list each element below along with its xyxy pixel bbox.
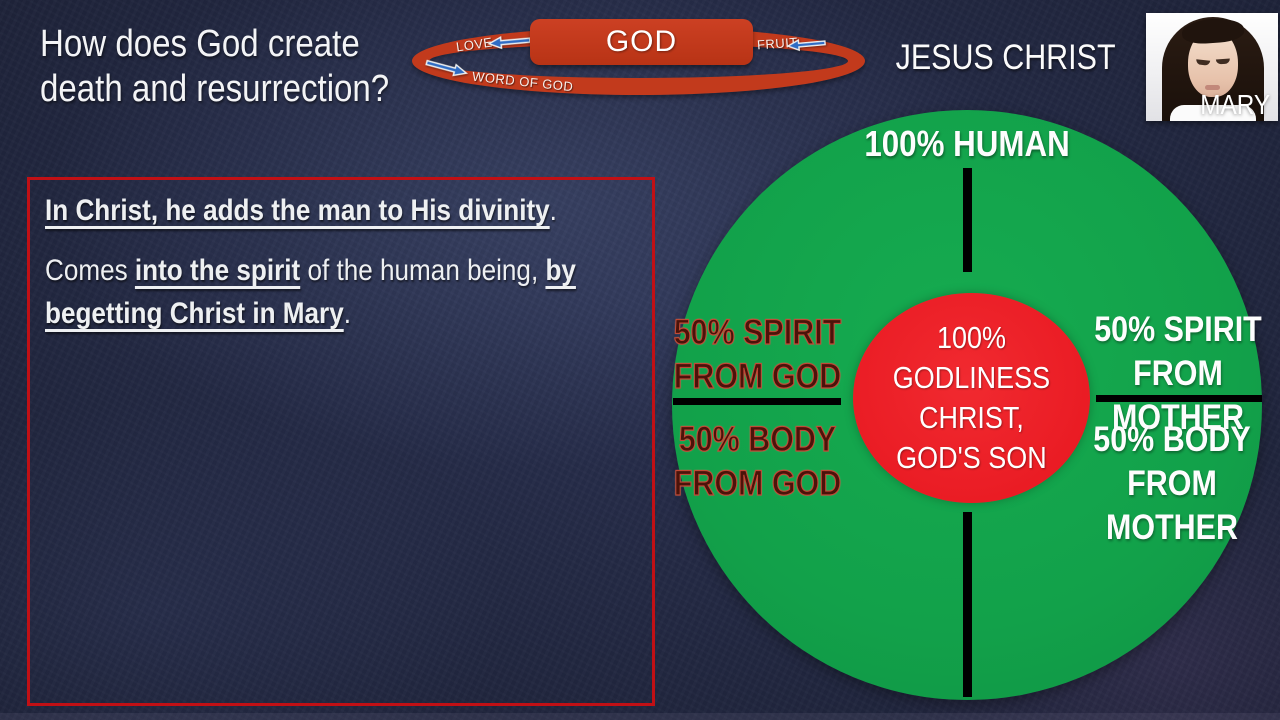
godliness-line4: GOD'S SON: [896, 440, 1047, 475]
scripture-p1-emphasis: In Christ, he adds the man to His divini…: [45, 194, 550, 227]
right-top-quadrant-label: 50% SPIRIT FROM MOTHER: [1091, 308, 1265, 440]
top-divider-line: [963, 168, 972, 272]
slide-title: How does God create death and resurrecti…: [40, 22, 440, 112]
spirit-from-god-line1: 50% SPIRIT: [673, 312, 842, 352]
body-from-mother-line1: 50% BODY: [1093, 420, 1251, 459]
scripture-p2-emphasis-2b: begetting Christ in Mary: [45, 297, 344, 330]
scripture-paragraph-2: Comes into the spirit of the human being…: [45, 249, 647, 335]
godliness-circle: 100% GODLINESS CHRIST, GOD'S SON: [853, 293, 1090, 503]
spirit-from-mother-line2: FROM MOTHER: [1112, 354, 1244, 437]
spirit-from-mother-line1: 50% SPIRIT: [1094, 310, 1262, 349]
left-divider-line: [673, 398, 841, 405]
scripture-p1-period: .: [549, 194, 557, 227]
right-bottom-quadrant-label: 50% BODY FROM MOTHER: [1085, 418, 1259, 550]
body-from-mother-line2: FROM: [1127, 464, 1217, 503]
fruit-arrow-icon: [786, 39, 826, 52]
spirit-from-god-line2: FROM GOD: [673, 356, 842, 396]
scripture-paragraph-1: In Christ, he adds the man to His divini…: [45, 189, 647, 232]
scripture-p2-mid: of the human being,: [300, 254, 546, 287]
godliness-text: 100% GODLINESS CHRIST, GOD'S SON: [893, 318, 1050, 478]
body-from-god-line1: 50% BODY: [678, 419, 837, 459]
scripture-p2-emphasis-1: into the spirit: [134, 254, 301, 287]
godliness-line2: GODLINESS: [892, 360, 1051, 395]
mary-shoulders: [1170, 105, 1256, 121]
scripture-p2-start: Comes: [45, 254, 135, 287]
mary-label: MARY: [1199, 89, 1270, 120]
bottom-divider-line: [963, 512, 972, 697]
jesus-christ-heading: JESUS CHRIST: [895, 38, 1116, 77]
scripture-p2-period: .: [343, 297, 351, 330]
word-of-god-arrow-icon: [425, 59, 469, 77]
body-from-god-line2: FROM GOD: [673, 463, 842, 503]
scripture-box: In Christ, he adds the man to His divini…: [27, 177, 655, 706]
right-divider-line: [1096, 395, 1262, 402]
godliness-line1: 100%: [936, 320, 1006, 355]
god-node-label: GOD: [605, 25, 678, 58]
mary-lips: [1205, 85, 1220, 90]
human-100-label: 100% HUMAN: [864, 123, 1070, 164]
body-from-mother-line3: MOTHER: [1106, 508, 1238, 547]
love-arrow-icon: [487, 35, 531, 50]
god-node: GOD: [530, 19, 753, 65]
godliness-line3: CHRIST,: [919, 400, 1024, 435]
slide-title-line2: death and resurrection?: [40, 68, 390, 110]
slide-title-line1: How does God create: [40, 23, 360, 65]
left-top-quadrant-label: 50% SPIRIT FROM GOD: [673, 311, 843, 399]
bottom-edge-band: [0, 713, 1280, 720]
scripture-text: In Christ, he adds the man to His divini…: [45, 189, 647, 352]
mary-photo: MARY: [1146, 13, 1278, 121]
left-bottom-quadrant-label: 50% BODY FROM GOD: [673, 418, 843, 506]
scripture-p2-emphasis-2a: by: [545, 254, 576, 287]
